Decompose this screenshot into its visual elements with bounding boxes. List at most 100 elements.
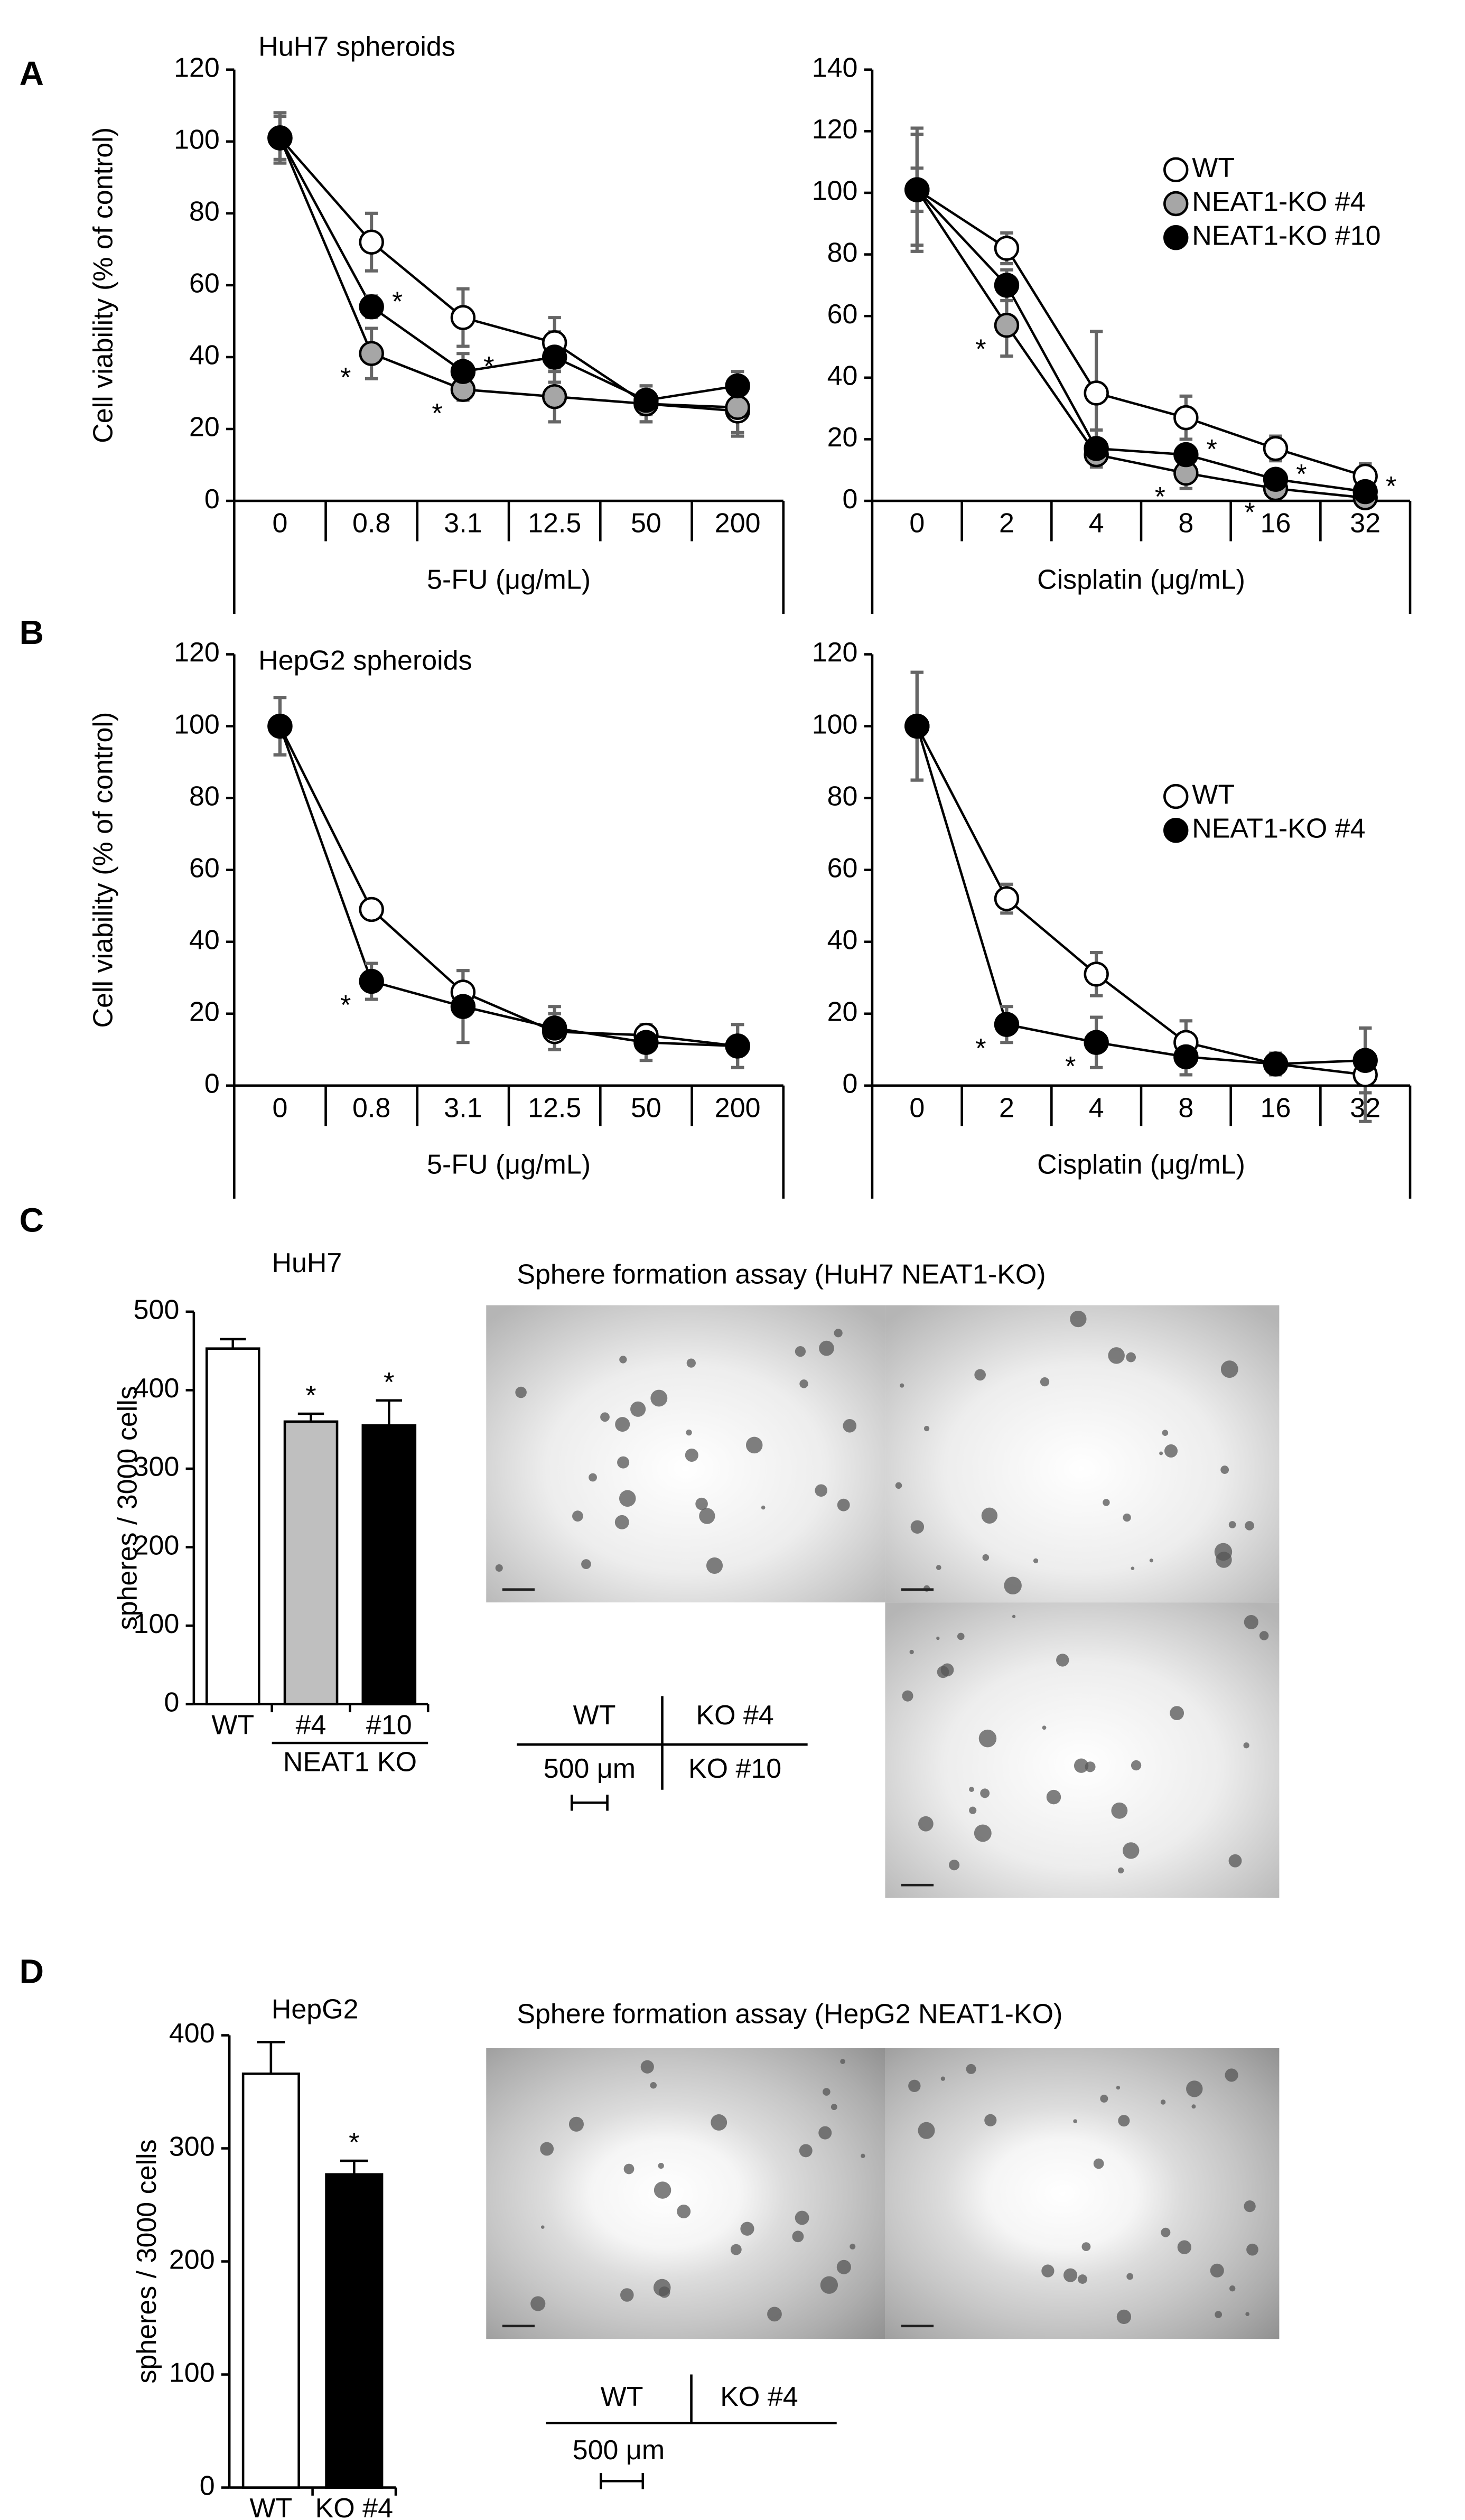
spheroid	[617, 1456, 630, 1469]
series-line	[916, 189, 1366, 499]
spheroid	[981, 1507, 998, 1524]
spheroid	[1220, 1360, 1238, 1378]
spheroid	[843, 1419, 857, 1433]
spheroid	[1246, 2243, 1258, 2256]
data-point	[725, 395, 750, 420]
y-tick-label: 40	[189, 925, 220, 955]
spheroid	[1259, 1631, 1269, 1640]
spheroid	[940, 2076, 946, 2081]
data-point	[994, 313, 1020, 338]
legend-label: NEAT1-KO #10	[1192, 220, 1380, 251]
spheroid	[792, 2230, 804, 2243]
spheroid	[969, 1806, 977, 1814]
spheroid	[1042, 1725, 1047, 1730]
spheroid	[895, 1482, 902, 1489]
spheroid	[1244, 2200, 1256, 2213]
spheroid	[795, 2210, 809, 2225]
spheroid	[837, 1498, 850, 1511]
spheroid	[1081, 2242, 1091, 2252]
series-line	[278, 725, 738, 1048]
spheroid	[620, 2288, 634, 2302]
spheroid	[540, 2142, 554, 2156]
spheroid	[815, 1484, 827, 1497]
data-point	[1173, 405, 1199, 431]
spheroid	[711, 2114, 727, 2131]
data-point	[633, 1030, 659, 1055]
data-point	[1263, 436, 1289, 461]
spheroid	[1117, 1867, 1124, 1874]
data-point	[450, 994, 476, 1019]
y-tick-label: 80	[189, 781, 220, 811]
spheroid	[530, 2296, 546, 2311]
spheroid	[699, 1508, 715, 1524]
spheroid	[658, 2286, 670, 2298]
spheroid	[969, 1787, 974, 1792]
y-tick-label: 20	[827, 422, 858, 453]
spheroid	[834, 1329, 843, 1338]
data-point	[359, 897, 384, 922]
series-line	[916, 725, 1366, 1076]
x-tick-label: 2	[999, 508, 1014, 539]
significance-mark: *	[1065, 1051, 1076, 1082]
spheroid	[495, 1564, 503, 1572]
data-point	[725, 1033, 750, 1059]
spheroid	[1228, 1854, 1242, 1868]
y-axis-label: spheres / 3000 cells	[132, 2139, 162, 2383]
y-tick-label: 40	[827, 361, 858, 391]
spheroid	[957, 1632, 965, 1640]
x-tick-label: 3.1	[444, 1093, 482, 1123]
significance-mark: *	[432, 398, 442, 429]
y-tick-label: 0	[204, 484, 220, 515]
x-tick-label: 200	[715, 1093, 761, 1123]
spheroid	[1078, 2274, 1087, 2284]
spheroid	[1210, 2263, 1224, 2278]
spheroid	[695, 1497, 708, 1510]
spheroid	[818, 2126, 832, 2140]
chart-title: HepG2	[272, 1994, 359, 2024]
micrograph	[486, 2048, 885, 2339]
legend-marker	[1163, 818, 1189, 843]
significance-mark: *	[1244, 497, 1255, 528]
legend-label: NEAT1-KO #4	[1192, 813, 1365, 844]
spheroid	[937, 1666, 949, 1678]
significance-mark: *	[392, 286, 403, 317]
spheroid	[581, 1559, 591, 1570]
key-label: KO #10	[688, 1753, 781, 1784]
legend-marker	[1163, 783, 1189, 809]
spheroid	[974, 1369, 986, 1381]
spheroid	[1149, 1558, 1153, 1563]
spheroid	[658, 2162, 664, 2169]
x-tick-label: 32	[1350, 508, 1380, 539]
x-tick-label: 16	[1261, 1093, 1291, 1123]
spheroid	[1085, 1761, 1096, 1772]
scale-bar	[571, 1794, 609, 1811]
spheroid	[908, 2079, 921, 2093]
data-point	[1173, 1044, 1199, 1070]
y-tick-label: 300	[169, 2131, 215, 2162]
key-label: WT	[601, 2382, 643, 2412]
data-point	[267, 713, 293, 739]
spheroid	[600, 1412, 610, 1422]
significance-mark: *	[340, 990, 351, 1021]
legend-label: WT	[1192, 779, 1235, 810]
x-tick-label: KO #4	[315, 2493, 393, 2520]
error-bar	[340, 2159, 368, 2174]
data-point	[904, 713, 930, 739]
spheroid	[918, 1816, 934, 1832]
spheroid	[982, 1554, 990, 1561]
panel-label: B	[20, 613, 44, 651]
bar	[241, 2072, 300, 2489]
spheroid	[1244, 1614, 1258, 1630]
panel-label: D	[20, 1952, 44, 1990]
spheroid	[1093, 2158, 1104, 2169]
spheroid	[1070, 1310, 1087, 1328]
y-tick-label: 200	[134, 1530, 180, 1561]
x-tick-label: 0	[909, 508, 925, 539]
data-point	[1084, 1030, 1109, 1055]
series-line	[278, 137, 738, 409]
spheroid	[1118, 2115, 1130, 2127]
spheroid	[572, 1510, 583, 1522]
spheroid	[978, 1729, 997, 1748]
x-tick-label: 8	[1178, 1093, 1193, 1123]
y-tick-label: 100	[812, 176, 858, 207]
